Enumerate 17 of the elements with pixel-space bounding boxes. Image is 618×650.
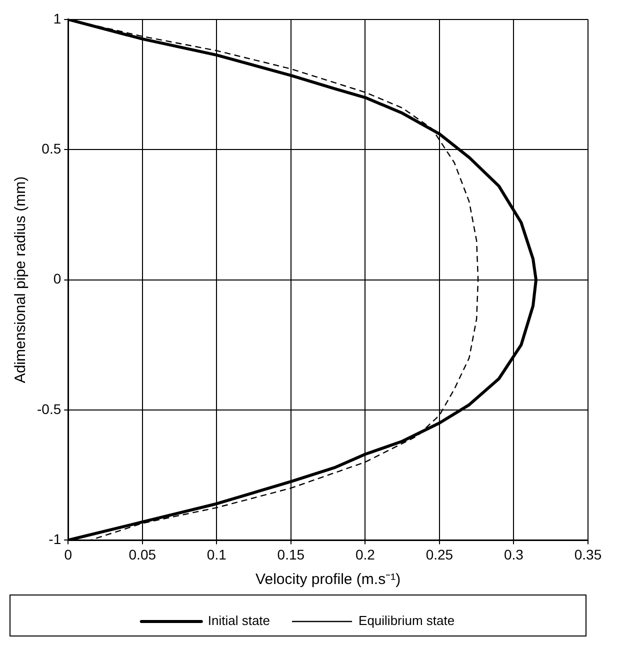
y-axis-title: Adimensional pipe radius (mm) bbox=[12, 176, 30, 384]
x-tick-label: 0.05 bbox=[128, 546, 156, 562]
x-tick-label: 0 bbox=[64, 546, 72, 562]
y-tick-label: -1 bbox=[48, 531, 62, 548]
x-tick-label: 0.2 bbox=[355, 546, 376, 562]
y-tick-label: 1 bbox=[53, 10, 62, 26]
y-tick-label: -0.5 bbox=[37, 400, 62, 417]
y-tick-label: 0 bbox=[53, 270, 62, 287]
x-tick-label: 0.3 bbox=[504, 546, 524, 562]
x-tick-label: 0.15 bbox=[277, 546, 305, 562]
x-tick-label: 0.1 bbox=[206, 546, 227, 562]
legend-label: Equilibrium state bbox=[358, 613, 455, 628]
legend-label: Initial state bbox=[208, 613, 270, 628]
x-axis-title: Velocity profile (m.s⁻¹) bbox=[256, 571, 401, 588]
y-tick-label: 0.5 bbox=[42, 140, 62, 156]
x-tick-label: 0.35 bbox=[574, 546, 602, 562]
x-tick-label: 0.25 bbox=[426, 546, 454, 562]
